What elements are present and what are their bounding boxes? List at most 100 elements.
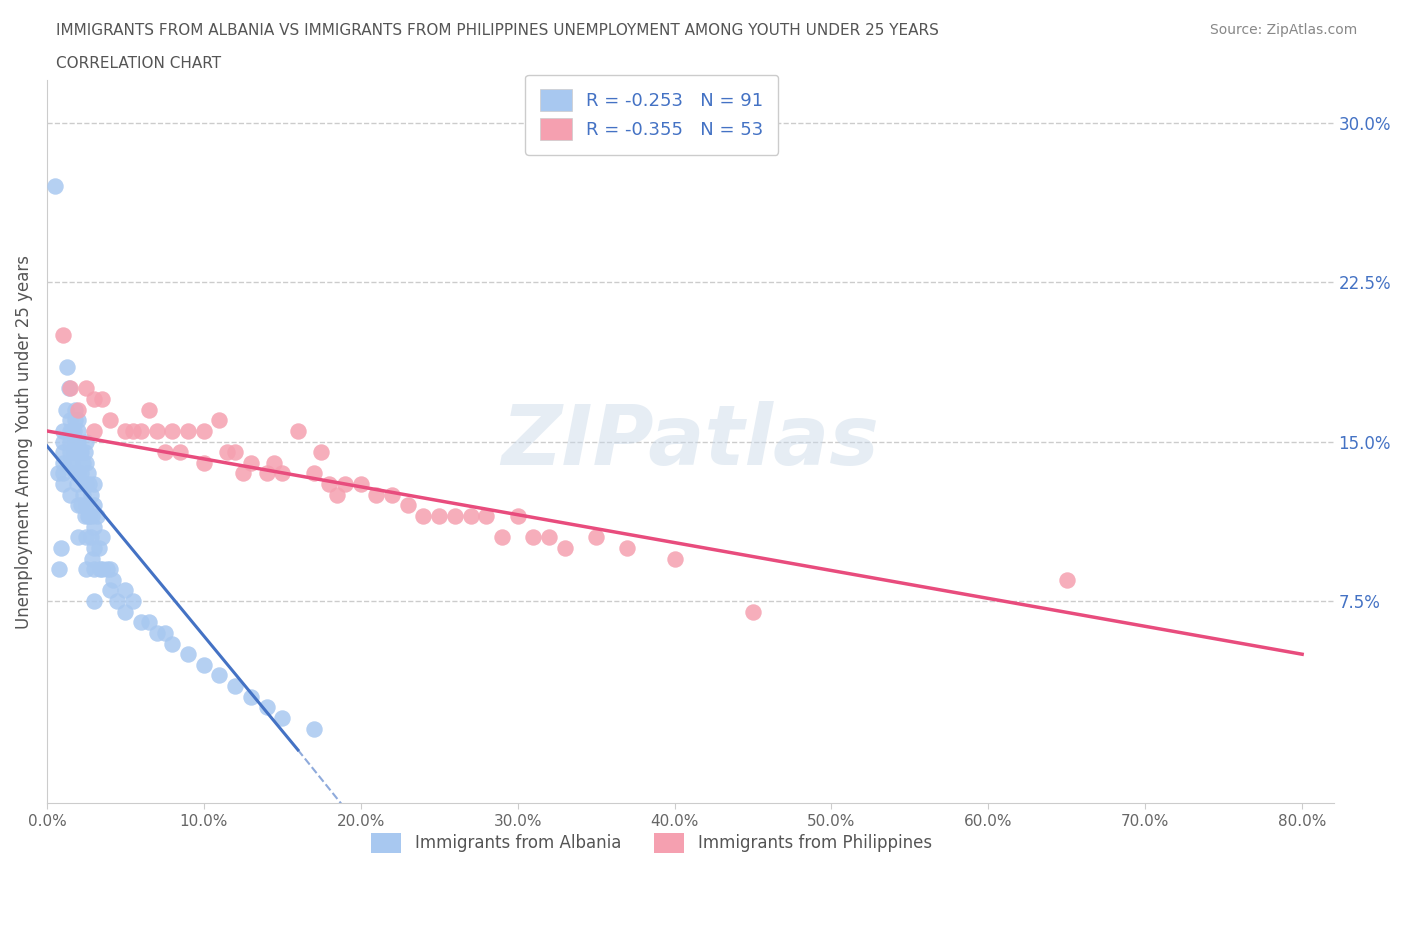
Point [122,423,145,438]
Point [193,658,215,672]
Point [522,530,544,545]
Point [70,498,93,512]
Point [271,466,294,481]
Point [75,456,97,471]
Point [585,530,607,545]
Point [66,434,89,449]
Point [67,403,90,418]
Point [82,551,104,566]
Point [537,530,560,545]
Point [46,466,69,481]
Text: CORRELATION CHART: CORRELATION CHART [56,56,221,71]
Point [59,413,82,428]
Point [75,381,97,396]
Point [153,626,176,641]
Point [83,392,105,406]
Point [271,711,294,725]
Point [193,456,215,471]
Point [162,423,184,438]
Point [145,423,167,438]
Point [52,466,75,481]
Point [59,445,82,459]
Point [63,434,86,449]
Point [80,487,103,502]
Point [89,562,111,577]
Point [48,562,70,577]
Point [63,403,86,418]
Point [75,562,97,577]
Text: ZIPatlas: ZIPatlas [502,401,879,482]
Point [63,413,86,428]
Point [396,498,419,512]
Point [506,509,529,524]
Point [73,509,96,524]
Point [67,445,90,459]
Point [138,615,160,630]
Text: Source: ZipAtlas.com: Source: ZipAtlas.com [1209,23,1357,37]
Point [256,700,278,715]
Point [101,572,124,587]
Point [55,403,77,418]
Point [427,509,450,524]
Point [475,509,498,524]
Point [122,593,145,608]
Point [83,477,105,492]
Point [52,456,75,471]
Point [311,445,333,459]
Point [208,668,231,683]
Point [350,477,373,492]
Point [75,530,97,545]
Point [83,540,105,555]
Point [56,360,79,375]
Point [69,445,91,459]
Point [59,434,82,449]
Point [60,456,83,471]
Point [67,423,90,438]
Point [59,456,82,471]
Point [83,498,105,512]
Point [326,487,349,502]
Point [460,509,482,524]
Point [62,445,84,459]
Point [256,466,278,481]
Point [217,445,239,459]
Point [98,562,121,577]
Point [162,636,184,651]
Point [63,466,86,481]
Point [52,477,75,492]
Point [114,423,136,438]
Point [83,519,105,534]
Point [239,689,262,704]
Point [44,179,66,193]
Point [49,540,72,555]
Point [52,423,75,438]
Point [96,562,118,577]
Point [90,392,112,406]
Point [67,413,90,428]
Point [491,530,513,545]
Point [153,445,176,459]
Point [52,434,75,449]
Point [98,413,121,428]
Point [318,477,340,492]
Point [59,487,82,502]
Point [287,423,309,438]
Point [114,604,136,619]
Point [366,487,388,502]
Point [82,509,104,524]
Point [208,413,231,428]
Point [67,434,90,449]
Point [77,477,100,492]
Point [193,423,215,438]
Point [75,498,97,512]
Point [77,509,100,524]
Point [75,477,97,492]
Point [412,509,434,524]
Point [90,562,112,577]
Point [1056,572,1078,587]
Text: IMMIGRANTS FROM ALBANIA VS IMMIGRANTS FROM PHILIPPINES UNEMPLOYMENT AMONG YOUTH : IMMIGRANTS FROM ALBANIA VS IMMIGRANTS FR… [56,23,939,38]
Point [664,551,686,566]
Point [114,583,136,598]
Point [302,722,325,737]
Point [83,562,105,577]
